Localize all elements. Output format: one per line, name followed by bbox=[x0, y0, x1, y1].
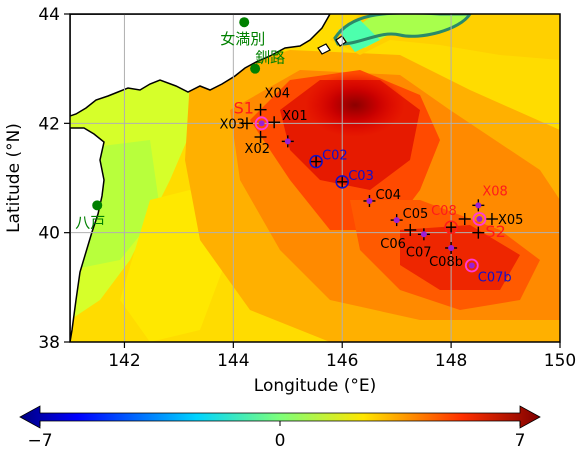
x-tick-label: 148 bbox=[435, 351, 467, 371]
city-dot bbox=[92, 200, 103, 211]
station-c05: C05 bbox=[390, 207, 429, 227]
city-label: 女満別 bbox=[220, 30, 265, 48]
city-dot bbox=[250, 63, 261, 74]
x-tick-label: 142 bbox=[108, 351, 140, 371]
city-dot bbox=[239, 17, 250, 28]
station-x03: X03 bbox=[219, 117, 253, 132]
colorbar-tick-label: 7 bbox=[515, 431, 526, 451]
colorbar-tick-label: −7 bbox=[27, 431, 52, 451]
y-tick-label: 44 bbox=[38, 5, 60, 25]
station-c06: C06 bbox=[380, 223, 417, 252]
station-x08: X08 bbox=[472, 184, 508, 212]
station-x05: X05 bbox=[485, 213, 523, 228]
station-label: S1 bbox=[234, 98, 254, 117]
y-axis-title: Latitude (°N) bbox=[4, 123, 24, 233]
honshu-land bbox=[70, 127, 105, 342]
station-c04: C04 bbox=[363, 188, 401, 207]
x-axis-title: Longitude (°E) bbox=[254, 376, 376, 396]
station-label: S2 bbox=[485, 222, 505, 241]
station-x06 bbox=[458, 213, 471, 225]
station-c03: C03 bbox=[335, 169, 374, 189]
station-s1: S1 bbox=[234, 98, 269, 131]
axis-ticks: 142 144 146 148 150 38 40 42 44 bbox=[38, 5, 576, 371]
x-tick-label: 144 bbox=[217, 351, 249, 371]
station-c02: C02 bbox=[309, 149, 348, 169]
station-unnamed bbox=[281, 135, 294, 148]
colorbar: −7 0 7 bbox=[19, 405, 541, 451]
station-label: C06 bbox=[380, 237, 406, 252]
station-label: C02 bbox=[322, 149, 348, 164]
station-x01: X01 bbox=[268, 109, 308, 129]
x-tick-label: 146 bbox=[326, 351, 358, 371]
station-c08: C08 bbox=[431, 204, 458, 234]
station-c07: C07 bbox=[406, 228, 432, 260]
city-label: 八戸 bbox=[75, 213, 105, 231]
land-masses bbox=[70, 14, 347, 342]
station-label: C04 bbox=[375, 188, 401, 203]
city-label: 釧路 bbox=[255, 49, 285, 67]
station-s2: S2 bbox=[472, 212, 506, 241]
station-label: X08 bbox=[482, 184, 507, 199]
station-label: X04 bbox=[265, 87, 290, 102]
station-c08b: C08b bbox=[429, 241, 463, 270]
hokkaido-land bbox=[70, 14, 331, 117]
y-tick-label: 40 bbox=[38, 224, 60, 244]
y-tick-label: 38 bbox=[38, 333, 60, 353]
station-x07 bbox=[472, 226, 485, 239]
station-x04: X04 bbox=[254, 87, 290, 116]
y-tick-label: 42 bbox=[38, 114, 60, 134]
station-label: C08 bbox=[431, 204, 457, 219]
plot-frame bbox=[69, 13, 561, 343]
station-label: X02 bbox=[245, 142, 270, 157]
station-x02: X02 bbox=[245, 131, 270, 157]
station-label: C08b bbox=[429, 255, 463, 270]
station-c07b: C07b bbox=[464, 258, 512, 285]
station-label: C07b bbox=[478, 270, 512, 285]
station-label: X05 bbox=[498, 213, 523, 228]
station-label: C03 bbox=[348, 169, 374, 184]
x-tick-label: 150 bbox=[544, 351, 576, 371]
station-label: X03 bbox=[219, 117, 244, 132]
station-label: X01 bbox=[282, 109, 307, 124]
station-label: C07 bbox=[406, 245, 432, 260]
station-label: C05 bbox=[403, 207, 429, 222]
colorbar-tick-label: 0 bbox=[275, 431, 286, 451]
